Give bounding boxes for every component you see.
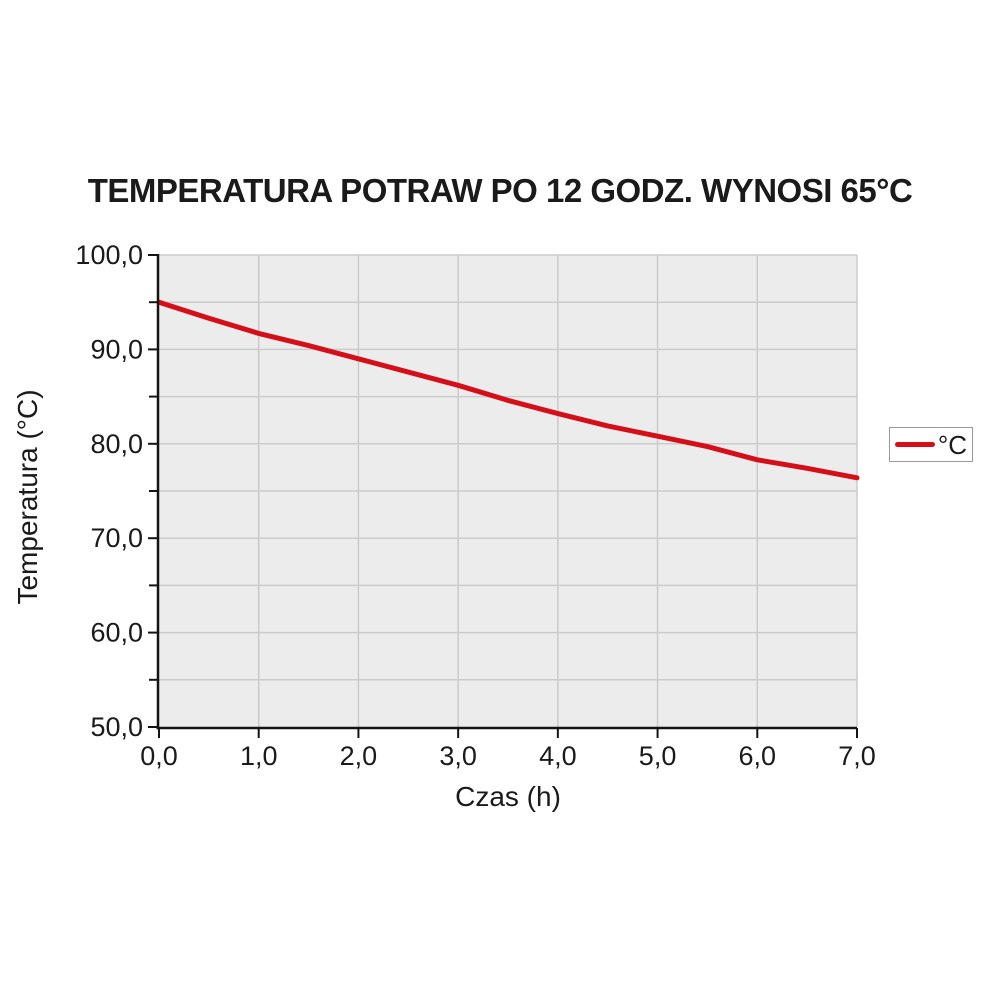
legend-label: °C	[937, 429, 968, 460]
x-tick-label: 1,0	[240, 741, 278, 771]
temperature-line	[156, 299, 860, 481]
y-tick-label: 90,0	[90, 334, 143, 364]
y-axis-title: Temperatura (°C)	[12, 389, 43, 605]
x-tick-label: 3,0	[439, 741, 477, 771]
chart-title: TEMPERATURA POTRAW PO 12 GODZ. WYNOSI 65…	[87, 172, 913, 209]
x-tick-label: 6,0	[739, 741, 777, 771]
legend: °C	[889, 427, 973, 462]
x-tick-label: 5,0	[639, 741, 677, 771]
x-axis-title: Czas (h)	[455, 781, 561, 812]
legend-line-sample	[894, 442, 935, 447]
x-tick-label: 4,0	[539, 741, 577, 771]
y-tick-label: 50,0	[90, 712, 143, 742]
y-tick-label: 80,0	[90, 429, 143, 459]
x-tick-label: 7,0	[838, 741, 876, 771]
y-tick-label: 70,0	[90, 523, 143, 553]
y-tick-label: 60,0	[90, 618, 143, 648]
x-tick-label: 2,0	[340, 741, 378, 771]
y-tick-label: 100,0	[75, 240, 143, 270]
x-tick-label: 0,0	[140, 741, 178, 771]
